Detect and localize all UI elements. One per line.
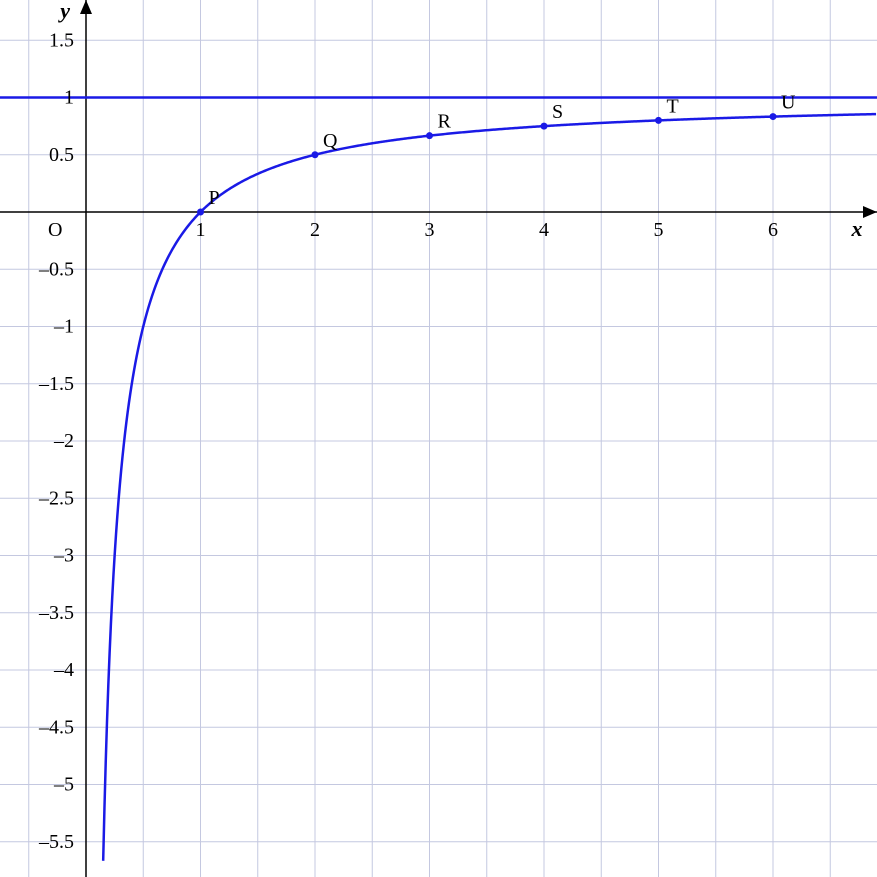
x-tick-label: 6 [768,219,778,241]
y-tick-label: –2 [53,430,74,452]
point-U [770,113,777,120]
point-R [426,132,433,139]
y-tick-label: –5.5 [38,831,74,853]
origin-label: O [48,219,62,241]
y-tick-label: –0.5 [38,258,74,280]
curve [103,114,876,861]
y-axis-arrow [80,0,92,14]
x-tick-label: 4 [539,219,549,241]
point-label-Q: Q [323,130,338,152]
point-T [655,117,662,124]
x-tick-label: 3 [425,219,435,241]
y-tick-label: –3 [53,545,74,567]
point-label-P: P [209,187,220,209]
point-label-U: U [781,92,796,114]
y-tick-label: 1 [64,87,74,109]
x-axis-arrow [863,206,877,218]
y-tick-label: –3.5 [38,602,74,624]
y-tick-label: –2.5 [38,487,74,509]
y-tick-label: 1.5 [49,29,74,51]
y-tick-label: –5 [53,774,74,796]
x-tick-label: 2 [310,219,320,241]
x-tick-label: 5 [654,219,664,241]
y-tick-label: 0.5 [49,144,74,166]
point-label-R: R [438,111,452,133]
chart-container: 1 2 3 4 5 6 0.5 1 1.5 –0.5 –1 –1.5 –2 –2.5 –3 –3.5 –4 –4.… [0,0,877,877]
y-axis-label: y [57,0,70,23]
point-Q [312,151,319,158]
point-label-T: T [667,95,679,117]
y-tick-label: –4.5 [38,716,74,738]
y-tick-label: –1 [53,316,74,338]
point-S [541,123,548,130]
x-tick-label: 1 [196,219,206,241]
x-axis-label: x [851,216,863,241]
point-label-S: S [552,101,563,123]
chart-svg: 1 2 3 4 5 6 0.5 1 1.5 –0.5 –1 –1.5 –2 –2.5 –3 –3.5 –4 –4.… [0,0,877,877]
y-tick-label: –1.5 [38,373,74,395]
point-P [197,209,204,216]
y-tick-label: –4 [53,659,74,681]
